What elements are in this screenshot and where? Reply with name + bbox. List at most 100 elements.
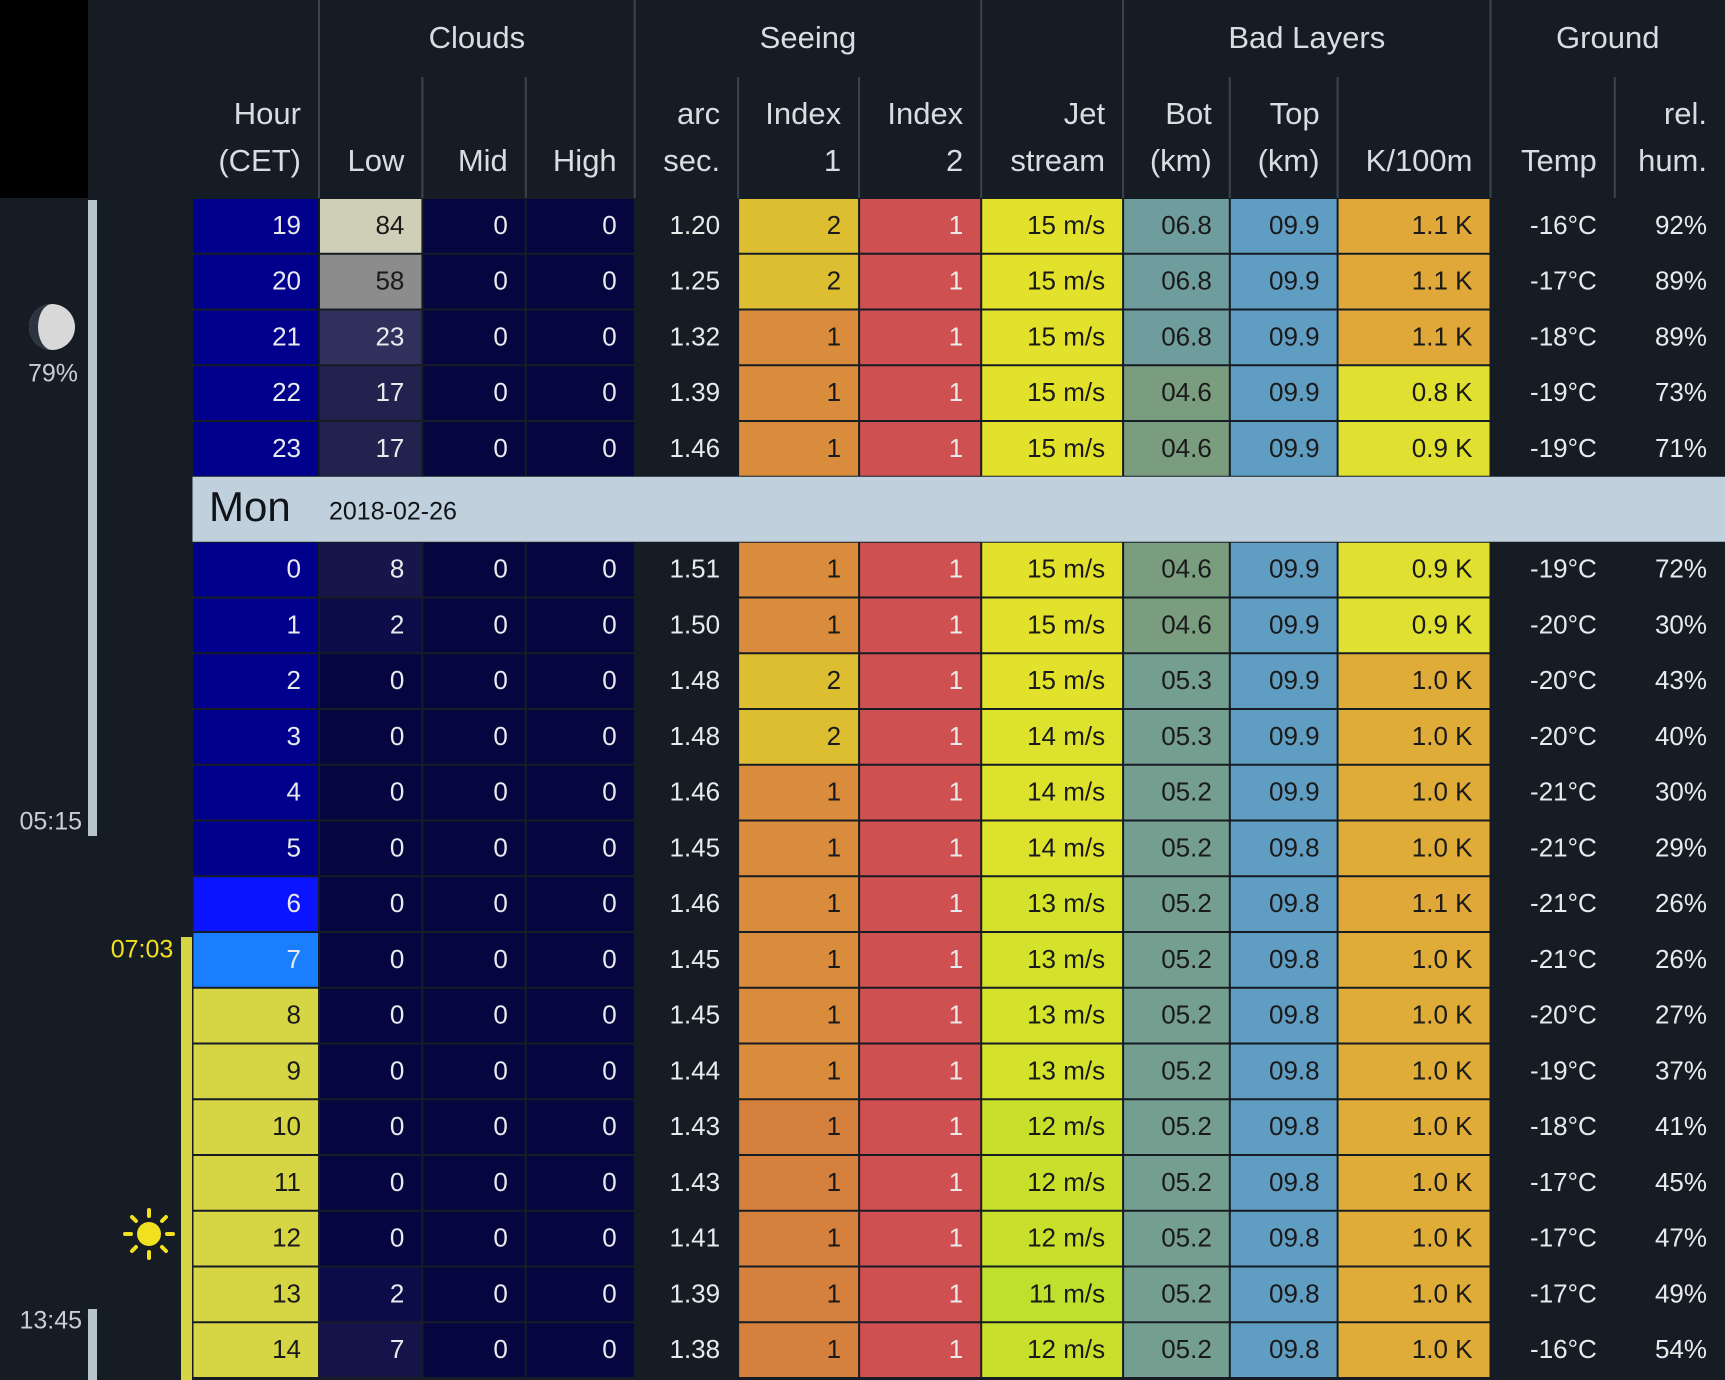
cell: 0 [602,665,616,695]
cell-bg [1491,1044,1614,1099]
cell: 0 [493,1055,507,1085]
cell: 15 m/s [1027,609,1105,639]
cell: 09.9 [1269,721,1320,751]
cell-bg [860,310,981,365]
cell-bg [860,542,981,597]
cell: 47% [1655,1223,1707,1253]
cell: 0 [493,609,507,639]
cell: 15 m/s [1027,665,1105,695]
cell-bg [526,1100,634,1154]
cell: 05.2 [1161,1167,1212,1197]
cell-bg [1338,933,1490,987]
cell: 0 [390,944,404,974]
cell: 15 m/s [1027,554,1105,584]
cell-bg [1615,1156,1724,1210]
cell-bg [1615,933,1724,987]
cell-bg [1615,199,1724,253]
cell-bg [1491,765,1614,820]
cell-bg [635,988,738,1043]
cell: 0 [390,1000,404,1030]
cell: -16°C [1530,1334,1597,1364]
cell-bg [860,821,981,876]
column-header: (km) [1258,143,1320,178]
cell-bg [423,1100,525,1154]
cell: 09.8 [1269,1278,1320,1308]
cell-bg [423,1211,525,1266]
cell-bg [1615,710,1724,764]
group-label: Bad Layers [1228,20,1385,55]
cell: 0 [390,1167,404,1197]
cell: 22 [272,377,301,407]
cell: 1 [949,321,963,351]
cell-bg [1124,1211,1229,1266]
cell-bg [982,877,1123,931]
cell: 09.9 [1269,321,1320,351]
cell: 1.46 [669,888,720,918]
column-header: K/100m [1366,143,1473,178]
cell-bg [982,710,1123,764]
cell: 05.3 [1161,665,1212,695]
cell-bg [635,422,738,476]
cell: 0 [287,554,301,584]
cell: 04.6 [1161,609,1212,639]
cell-bg [739,765,859,820]
cell-bg [423,877,525,931]
cell: 05.2 [1161,944,1212,974]
cell: 1.45 [669,944,720,974]
cell-bg [1491,654,1614,708]
cell: 1.0 K [1412,1334,1473,1364]
cell-bg [1338,710,1490,764]
cell: 09.8 [1269,1000,1320,1030]
cell: 40% [1655,721,1707,751]
cell: 1.45 [669,832,720,862]
cell-bg [739,988,859,1043]
cell-bg [1615,422,1724,476]
cell: 17 [375,377,404,407]
cell: 6 [287,888,301,918]
cell-bg [1491,1267,1614,1322]
cell: 05.2 [1161,1055,1212,1085]
cell-bg [1230,988,1337,1043]
cell-bg [526,1267,634,1322]
cell: 0 [493,1167,507,1197]
cell-bg [526,821,634,876]
cell-bg [1615,1044,1724,1099]
cell: 1 [949,777,963,807]
cell-bg [860,422,981,476]
corner-block [0,0,88,198]
cell-bg [526,933,634,987]
cell-bg [1124,310,1229,365]
cell: 0 [602,433,616,463]
cell: -17°C [1530,1223,1597,1253]
cell: 05.2 [1161,777,1212,807]
sun-icon [123,1208,175,1260]
cell: 09.8 [1269,944,1320,974]
cell: 1 [827,1278,841,1308]
cell: -19°C [1530,433,1597,463]
cell-bg [982,1267,1123,1322]
cell: 0 [493,665,507,695]
cell: 0 [602,554,616,584]
cell-bg [860,199,981,253]
cell: 1.32 [669,321,720,351]
cell: 1 [949,1000,963,1030]
cell-bg [739,821,859,876]
cell-bg [1230,422,1337,476]
cell: 04.6 [1161,377,1212,407]
column-header: 1 [824,143,841,178]
cell: 0 [493,888,507,918]
column-header: Index [887,96,963,131]
cell-bg [739,199,859,253]
cell: 1.46 [669,433,720,463]
cell: 05.2 [1161,1223,1212,1253]
cell-bg [1124,933,1229,987]
cell-bg [1124,422,1229,476]
cell-bg [526,877,634,931]
cell-bg [635,710,738,764]
cell: 0 [493,210,507,240]
cell-bg [739,1267,859,1322]
cell-bg [860,654,981,708]
cell: 12 [272,1223,301,1253]
cell: 13 m/s [1027,888,1105,918]
cell-bg [982,765,1123,820]
